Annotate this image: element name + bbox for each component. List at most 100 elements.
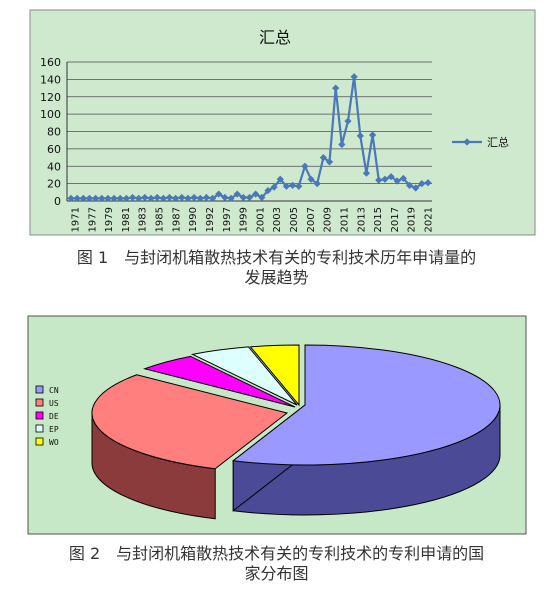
x-tick-label: 1983 <box>138 207 149 232</box>
legend-swatch-US <box>35 398 44 407</box>
data-point <box>202 193 211 202</box>
data-point <box>172 194 180 202</box>
data-point <box>141 193 149 202</box>
legend-label: 汇总 <box>487 135 509 149</box>
data-point <box>405 181 414 189</box>
figure2-caption-line1: 图 2 与封闭机箱散热技术有关的专利技术的专利申请的国 <box>68 544 485 563</box>
data-point <box>85 194 94 202</box>
x-tick-label: 2019 <box>407 207 418 232</box>
data-point <box>362 169 371 177</box>
pie-slice-EP <box>190 346 298 406</box>
pie-slice-CN <box>231 344 501 466</box>
x-tick-label: 2011 <box>339 207 350 232</box>
chart-title: 汇总 <box>259 28 291 47</box>
data-point <box>79 194 87 202</box>
data-point <box>282 182 291 190</box>
data-point <box>122 194 130 202</box>
figure1-caption-line2: 发展趋势 <box>244 268 309 287</box>
data-point <box>92 194 100 202</box>
data-point <box>338 140 346 149</box>
data-point <box>276 175 284 183</box>
data-point <box>399 174 407 183</box>
data-point <box>418 180 426 188</box>
data-point <box>190 193 198 202</box>
figure1-caption-line1: 图 1 与封闭机箱散热技术有关的专利技术历年申请量的 <box>76 248 477 267</box>
data-point <box>412 184 420 192</box>
x-tick-label: 2009 <box>323 207 334 232</box>
data-point <box>264 186 272 195</box>
data-point <box>301 162 309 170</box>
x-tick-label: 2001 <box>255 207 266 232</box>
y-tick-label: 80 <box>47 126 61 139</box>
x-tick-label: 2021 <box>424 207 435 232</box>
data-point <box>350 73 358 81</box>
x-tick-label: 1987 <box>171 207 182 232</box>
data-point <box>252 190 260 198</box>
x-tick-label: 1990 <box>188 207 199 232</box>
data-point <box>153 193 161 202</box>
data-point <box>135 194 143 202</box>
x-tick-label: 1985 <box>155 207 166 232</box>
y-tick-label: 40 <box>47 160 61 173</box>
data-point <box>313 180 321 188</box>
data-point <box>227 194 235 202</box>
data-point <box>184 194 192 202</box>
data-point <box>369 131 377 139</box>
data-point <box>196 194 204 202</box>
legend-swatch-EP <box>35 424 44 433</box>
data-point <box>270 183 278 191</box>
data-point <box>332 84 340 92</box>
x-tick-label: 1981 <box>121 207 132 232</box>
x-tick-label: 1977 <box>87 207 98 232</box>
legend-swatch-WO <box>35 437 44 446</box>
data-point <box>375 176 383 184</box>
data-point <box>98 194 106 202</box>
data-point <box>104 194 112 202</box>
y-tick-label: 20 <box>47 178 61 191</box>
data-point <box>424 179 432 187</box>
y-tick-label: 0 <box>54 195 61 208</box>
figure1-line-chart: 汇总 0 20 40 60 80 100 120 140 160 1971 1977 1979 1981 1… <box>29 9 536 236</box>
data-point <box>239 193 247 202</box>
data-point <box>221 193 229 202</box>
data-point <box>381 175 389 183</box>
legend-label-DE: DE <box>49 412 59 421</box>
data-point <box>110 194 118 202</box>
data-point <box>325 158 334 166</box>
data-point <box>307 175 315 183</box>
x-tick-label: 1971 <box>71 207 82 232</box>
x-tick-label: 1979 <box>104 207 115 232</box>
figure1-caption: 图 1 与封闭机箱散热技术有关的专利技术历年申请量的 发展趋势 <box>0 248 553 288</box>
data-point <box>387 173 395 181</box>
x-tick-label: 2005 <box>289 207 300 232</box>
legend-swatch-DE <box>35 411 44 420</box>
y-tick-label: 140 <box>40 73 61 86</box>
pie-slice-WO <box>249 344 300 407</box>
data-point <box>288 181 297 189</box>
pie-slice-US <box>91 374 289 470</box>
data-point <box>356 132 364 140</box>
data-point <box>215 190 223 198</box>
data-point <box>319 153 327 162</box>
figure2-caption-line2: 家分布图 <box>244 564 309 583</box>
legend-label-US: US <box>49 399 59 408</box>
data-point <box>233 190 241 198</box>
data-point <box>344 117 352 125</box>
data-point <box>165 193 174 202</box>
pie-slice-DE <box>143 355 296 408</box>
data-point <box>116 194 124 202</box>
x-tick-label: 2003 <box>272 207 283 232</box>
x-tick-label: 2007 <box>306 207 317 232</box>
data-point <box>159 194 167 202</box>
data-point <box>208 194 217 202</box>
legend-label-WO: WO <box>49 438 59 447</box>
legend-swatch-CN <box>35 385 44 394</box>
data-point <box>73 194 81 202</box>
y-tick-label: 120 <box>40 91 61 104</box>
legend-label-EP: EP <box>49 425 59 434</box>
legend-marker <box>463 138 471 146</box>
data-point <box>258 193 266 202</box>
data-point <box>128 193 137 202</box>
data-point <box>393 177 401 185</box>
y-tick-label: 160 <box>40 56 61 69</box>
